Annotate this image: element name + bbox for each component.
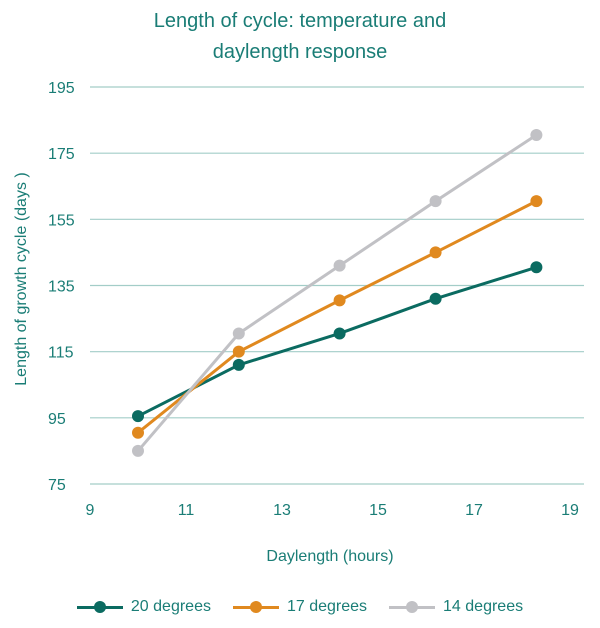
chart-title-line-2: daylength response bbox=[212, 41, 388, 63]
data-point bbox=[530, 261, 543, 274]
legend: 20 degrees 17 degrees 14 degrees bbox=[0, 598, 600, 616]
x-tick-label: 11 bbox=[178, 502, 195, 519]
x-tick-label: 17 bbox=[465, 502, 483, 519]
data-point bbox=[530, 128, 543, 141]
legend-marker-icon bbox=[76, 600, 123, 613]
legend-item: 14 degrees bbox=[389, 598, 523, 616]
y-tick-label: 75 bbox=[48, 477, 66, 494]
data-point bbox=[333, 327, 346, 340]
legend-item: 20 degrees bbox=[76, 598, 211, 616]
y-tick-label: 155 bbox=[48, 212, 75, 229]
data-point bbox=[232, 358, 245, 371]
x-tick-label: 19 bbox=[561, 502, 579, 519]
y-tick-label: 115 bbox=[48, 345, 74, 362]
x-tick-label: 9 bbox=[86, 502, 95, 519]
y-tick-label: 195 bbox=[48, 80, 75, 97]
x-axis-label: Daylength (hours) bbox=[266, 548, 394, 565]
data-point bbox=[333, 259, 346, 272]
y-tick-label: 95 bbox=[48, 411, 66, 428]
y-tick-label: 175 bbox=[48, 146, 75, 163]
legend-label: 20 degrees bbox=[130, 598, 211, 615]
legend-label: 14 degrees bbox=[443, 598, 524, 615]
data-point bbox=[429, 246, 442, 259]
legend-marker-icon bbox=[389, 600, 436, 613]
data-point bbox=[132, 426, 144, 439]
data-point bbox=[132, 444, 144, 457]
legend-item: 17 degrees bbox=[232, 598, 368, 616]
series-line-1 bbox=[137, 199, 538, 434]
x-tick-label: 13 bbox=[273, 502, 291, 519]
legend-marker-icon bbox=[232, 600, 279, 613]
data-point bbox=[429, 292, 442, 305]
series-line-0 bbox=[137, 265, 537, 418]
y-tick-label: 135 bbox=[48, 279, 75, 296]
data-point bbox=[232, 345, 245, 358]
data-point bbox=[429, 195, 442, 208]
chart-title-line-1: Length of cycle: temperature and bbox=[153, 10, 447, 32]
data-point bbox=[530, 195, 543, 208]
legend-label: 17 degrees bbox=[286, 598, 368, 615]
data-point bbox=[333, 294, 346, 307]
data-point bbox=[132, 410, 144, 423]
series-line-2 bbox=[136, 133, 538, 452]
data-point bbox=[232, 327, 245, 340]
x-tick-label: 15 bbox=[369, 502, 387, 519]
chart-title: Length of cycle: temperature and dayleng… bbox=[0, 6, 600, 68]
